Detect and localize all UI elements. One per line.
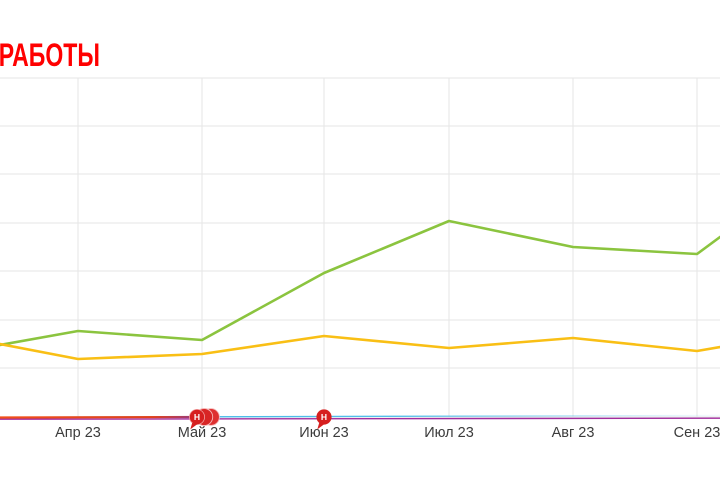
svg-text:H: H (194, 412, 200, 422)
svg-text:H: H (321, 412, 327, 422)
